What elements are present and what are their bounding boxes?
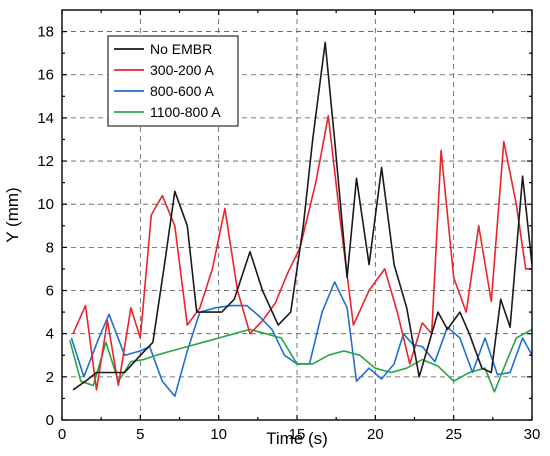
y-tick-label: 14: [37, 110, 54, 127]
y-tick-label: 18: [37, 24, 54, 41]
x-tick-labels: 0 5 10 15 20 25 30: [58, 426, 541, 443]
series-line-3: [70, 281, 533, 398]
x-tick-label: 15: [289, 426, 306, 443]
x-tick-label: 10: [210, 426, 227, 443]
legend-box: [107, 35, 239, 127]
series-line-1: [72, 41, 533, 391]
y-tick-label: 8: [46, 239, 54, 256]
axis-ticks: [61, 10, 533, 421]
x-axis-label: Time (s): [266, 429, 328, 448]
legend-label: 800-600 A: [150, 83, 214, 99]
x-tick-label: 30: [524, 426, 541, 443]
x-tick-label: 20: [367, 426, 384, 443]
y-axis-label: Y (mm): [3, 187, 22, 242]
x-tick-label: 5: [136, 426, 144, 443]
y-tick-label: 2: [46, 369, 54, 386]
x-tick-label: 25: [445, 426, 462, 443]
x-tick-label: 0: [58, 426, 66, 443]
grid-lines: [62, 10, 532, 420]
y-tick-label: 12: [37, 153, 54, 170]
legend-label: No EMBR: [150, 41, 212, 57]
y-tick-label: 4: [46, 326, 54, 343]
y-tick-labels: 0 2 4 6 8 10 12 14 16 18: [37, 24, 54, 429]
y-tick-label: 6: [46, 283, 54, 300]
y-tick-label: 0: [46, 412, 54, 429]
y-tick-label: 10: [37, 196, 54, 213]
y-tick-label: 16: [37, 67, 54, 84]
legend-label: 1100-800 A: [150, 104, 221, 120]
series-lines: [69, 41, 533, 398]
legend: No EMBR 300-200 A 800-600 A 1100-800 A: [107, 35, 239, 127]
legend-label: 300-200 A: [150, 62, 214, 78]
series-line-4: [69, 328, 533, 393]
